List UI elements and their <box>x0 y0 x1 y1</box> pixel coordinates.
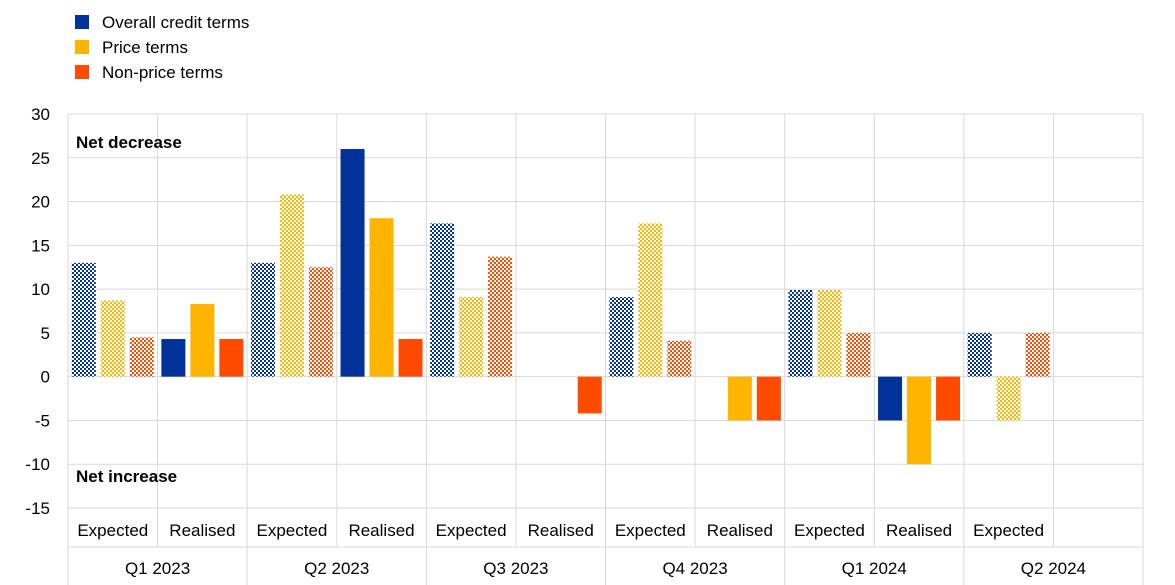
bar-non-price-terms-9 <box>936 376 961 421</box>
category-label: Expected <box>436 521 507 540</box>
category-label: Expected <box>615 521 686 540</box>
gridlines <box>67 113 1144 585</box>
legend-label-0: Overall credit terms <box>102 13 249 32</box>
legend-label-2: Non-price terms <box>102 63 223 82</box>
bar-price-terms-3 <box>369 218 394 377</box>
category-label: Realised <box>707 521 773 540</box>
y-tick-label: 30 <box>31 105 50 124</box>
y-tick-label: 20 <box>31 193 50 212</box>
quarter-label: Q4 2023 <box>662 559 727 578</box>
quarter-label: Q2 2024 <box>1021 559 1086 578</box>
bar-non-price-terms-6 <box>667 340 692 377</box>
category-label: Realised <box>886 521 952 540</box>
bars <box>71 149 1050 465</box>
bar-price-terms-1 <box>190 303 215 377</box>
quarter-label: Q2 2023 <box>304 559 369 578</box>
bar-price-terms-9 <box>907 376 932 465</box>
category-label: Realised <box>348 521 414 540</box>
category-label: Realised <box>528 521 594 540</box>
bar-price-terms-2 <box>279 194 304 377</box>
bar-overall-credit-terms-6 <box>609 296 634 377</box>
y-tick-label: 0 <box>41 368 50 387</box>
y-tick-label: -10 <box>25 455 50 474</box>
bar-price-terms-6 <box>638 223 663 377</box>
bar-price-terms-8 <box>817 289 842 377</box>
bar-overall-credit-terms-2 <box>250 262 275 377</box>
category-label: Expected <box>973 521 1044 540</box>
bar-price-terms-0 <box>100 300 125 377</box>
net-decrease-label: Net decrease <box>76 133 182 152</box>
bar-non-price-terms-3 <box>398 339 423 377</box>
bar-overall-credit-terms-4 <box>430 223 455 377</box>
category-label: Expected <box>77 521 148 540</box>
y-tick-label: 10 <box>31 280 50 299</box>
y-axis: 30 25 20 15 10 5 0 -5 -10 -15 <box>25 105 50 518</box>
net-increase-label: Net increase <box>76 467 177 486</box>
bar-non-price-terms-1 <box>219 339 244 377</box>
bar-non-price-terms-8 <box>846 332 871 377</box>
legend-swatch-2 <box>75 65 89 79</box>
bar-overall-credit-terms-1 <box>161 339 186 377</box>
y-tick-label: 5 <box>41 324 50 343</box>
bar-overall-credit-terms-0 <box>71 262 96 377</box>
quarter-label: Q3 2023 <box>483 559 548 578</box>
legend-swatch-0 <box>75 15 89 29</box>
legend-swatch-1 <box>75 40 89 54</box>
bar-non-price-terms-10 <box>1025 332 1050 377</box>
category-label: Expected <box>794 521 865 540</box>
bar-non-price-terms-0 <box>129 337 154 377</box>
bar-price-terms-4 <box>459 296 484 377</box>
bar-overall-credit-terms-10 <box>967 332 992 377</box>
bar-price-terms-10 <box>996 376 1021 421</box>
y-tick-label: -15 <box>25 499 50 518</box>
bar-overall-credit-terms-3 <box>340 149 365 377</box>
x-axis: Expected Realised Expected Realised Expected… <box>77 521 1086 578</box>
bar-overall-credit-terms-9 <box>878 376 903 421</box>
bar-non-price-terms-4 <box>488 256 513 377</box>
category-label: Expected <box>257 521 328 540</box>
bar-non-price-terms-2 <box>308 267 333 377</box>
legend: Overall credit terms Price terms Non-price… <box>75 13 249 82</box>
bar-non-price-terms-7 <box>756 376 781 421</box>
bar-price-terms-7 <box>727 376 752 421</box>
annotations: Net decrease Net increase <box>76 133 182 486</box>
legend-label-1: Price terms <box>102 38 188 57</box>
bar-overall-credit-terms-8 <box>788 289 813 377</box>
bar-non-price-terms-5 <box>577 376 602 414</box>
y-tick-label: -5 <box>35 411 50 430</box>
quarter-label: Q1 2023 <box>125 559 190 578</box>
y-tick-label: 25 <box>31 149 50 168</box>
y-tick-label: 15 <box>31 236 50 255</box>
category-label: Realised <box>169 521 235 540</box>
quarter-label: Q1 2024 <box>842 559 907 578</box>
